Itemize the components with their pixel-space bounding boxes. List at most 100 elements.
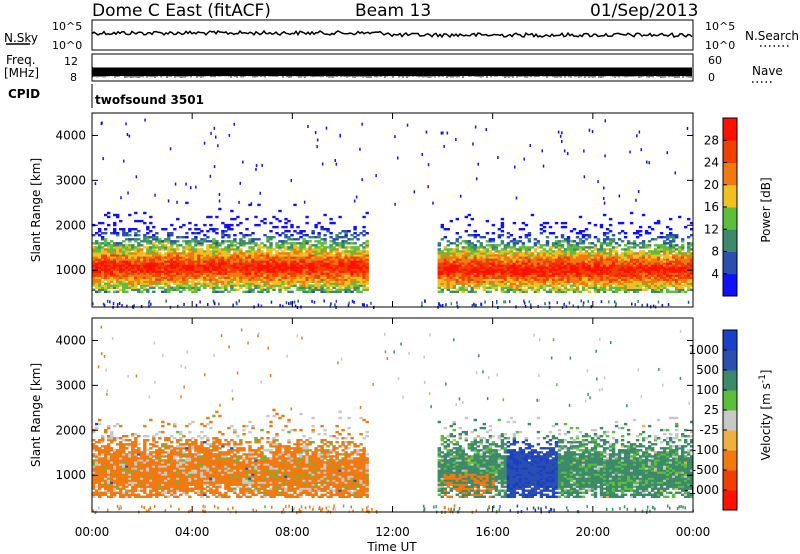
power-cell — [599, 246, 604, 249]
power-cell — [593, 236, 598, 239]
power-cell — [632, 262, 637, 265]
power-cell — [590, 266, 595, 269]
power-cell — [296, 238, 300, 241]
power-cell — [305, 258, 309, 261]
power-cell — [611, 266, 616, 269]
power-cell — [122, 270, 126, 273]
power-cell — [143, 272, 147, 275]
power-cell — [596, 240, 601, 243]
vel-cell — [101, 465, 105, 468]
power-cell — [611, 260, 616, 263]
power-cell — [218, 264, 222, 267]
power-cell — [116, 248, 120, 251]
power-cell — [245, 256, 249, 259]
power-cell — [206, 270, 210, 273]
power-cell — [293, 282, 297, 285]
power-cell — [527, 284, 532, 287]
power-cell — [338, 244, 342, 247]
power-cell — [230, 284, 234, 287]
power-cell — [221, 268, 225, 271]
power-cell — [681, 262, 685, 265]
vel-cell — [113, 439, 117, 442]
power-cell — [554, 286, 559, 289]
power-speck — [323, 299, 325, 303]
power-cell — [515, 240, 520, 243]
vel-cell — [107, 439, 111, 442]
power-cell — [152, 282, 156, 285]
power-cell — [113, 262, 117, 265]
power-cell — [332, 272, 336, 275]
power-cell — [155, 282, 159, 285]
power-cell — [687, 252, 691, 255]
power-cell — [359, 262, 363, 265]
power-cell — [254, 262, 258, 265]
power-cell — [653, 288, 658, 291]
power-cell — [464, 230, 468, 233]
power-cell — [311, 288, 315, 291]
power-cell — [164, 264, 168, 267]
power-cell — [248, 246, 252, 249]
power-cell — [545, 244, 550, 247]
power-cell — [245, 234, 249, 237]
power-cell — [149, 276, 153, 279]
vel-cell — [104, 465, 108, 468]
power-cell — [476, 254, 480, 257]
power-cell — [335, 278, 339, 281]
vel-cell — [104, 453, 108, 456]
power-cell — [254, 215, 258, 219]
power-cell — [566, 254, 571, 257]
power-cell — [341, 246, 345, 249]
power-cell — [263, 276, 267, 279]
power-cell — [122, 228, 126, 231]
power-cell — [158, 238, 162, 241]
power-cell — [581, 262, 586, 265]
power-cell — [506, 262, 511, 265]
power-cell — [524, 290, 529, 293]
power-cell — [107, 242, 111, 245]
power-speck — [218, 302, 220, 306]
power-cell — [128, 252, 132, 255]
power-cell — [365, 274, 369, 277]
power-cell — [179, 270, 183, 273]
power-cell — [509, 268, 514, 271]
power-cell — [521, 256, 526, 259]
power-cell — [551, 288, 556, 291]
power-cell — [209, 252, 213, 255]
power-cell — [647, 256, 652, 259]
power-cell — [575, 248, 580, 251]
power-cell — [245, 290, 249, 293]
power-cell — [599, 256, 604, 259]
power-cell — [182, 260, 186, 263]
power-cell — [569, 276, 574, 279]
power-cell — [305, 262, 309, 265]
power-cell — [134, 248, 138, 251]
power-speck — [144, 118, 146, 122]
vel-cell — [95, 447, 99, 450]
power-cell — [125, 284, 129, 287]
power-cell — [605, 236, 610, 239]
power-speck — [255, 167, 257, 171]
power-cell — [257, 252, 261, 255]
power-cell — [359, 290, 363, 293]
power-cell — [122, 260, 126, 263]
power-cell — [134, 278, 138, 281]
power-cell — [470, 260, 474, 263]
power-cell — [672, 258, 676, 261]
power-cell — [566, 236, 571, 239]
vel-cell — [95, 463, 99, 466]
power-cell — [332, 256, 336, 259]
power-cell — [530, 258, 535, 261]
power-cell — [296, 288, 300, 291]
power-cell — [656, 286, 661, 289]
power-cell — [281, 280, 285, 283]
power-cell — [278, 244, 282, 247]
power-cell — [239, 278, 243, 281]
power-cell — [221, 221, 225, 225]
power-cell — [443, 258, 447, 261]
power-cell — [176, 266, 180, 269]
power-cell — [215, 248, 219, 251]
power-cell — [311, 232, 315, 235]
power-cell — [197, 232, 201, 235]
power-cell — [128, 234, 132, 237]
power-cell — [455, 244, 459, 247]
